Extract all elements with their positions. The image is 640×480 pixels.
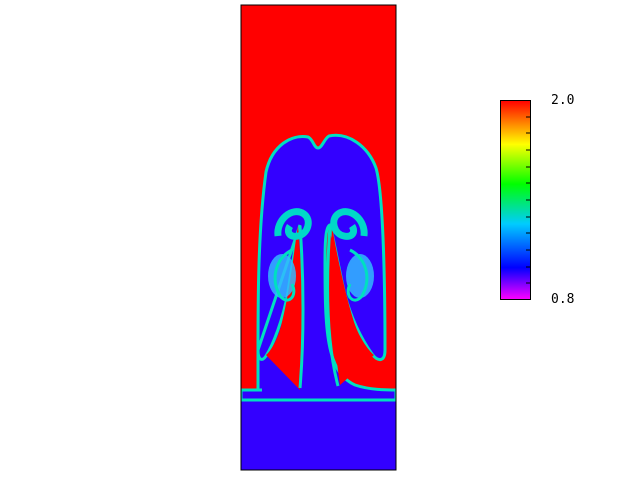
vortex-left-arm xyxy=(273,248,296,302)
vortex-left-core xyxy=(268,254,296,298)
colorbar-min-label: 0.8 xyxy=(551,292,575,307)
domain-outline xyxy=(240,4,397,471)
colorbar-max-label: 2.0 xyxy=(551,93,575,108)
vortex-left-top xyxy=(274,208,312,240)
vortex-right-top xyxy=(330,208,368,240)
density-field xyxy=(241,5,396,470)
stem-right-edge xyxy=(326,225,340,387)
colorbar xyxy=(500,100,531,300)
vortex-right-core xyxy=(346,254,374,298)
vortex-right-arm xyxy=(346,248,369,302)
light-fluid-lower-layer xyxy=(241,390,396,470)
heavy-fluid-spike-right xyxy=(331,226,374,385)
stem-left-edge xyxy=(298,225,305,389)
colorbar-ticks xyxy=(526,116,531,284)
colorbar-gradient xyxy=(500,100,531,300)
